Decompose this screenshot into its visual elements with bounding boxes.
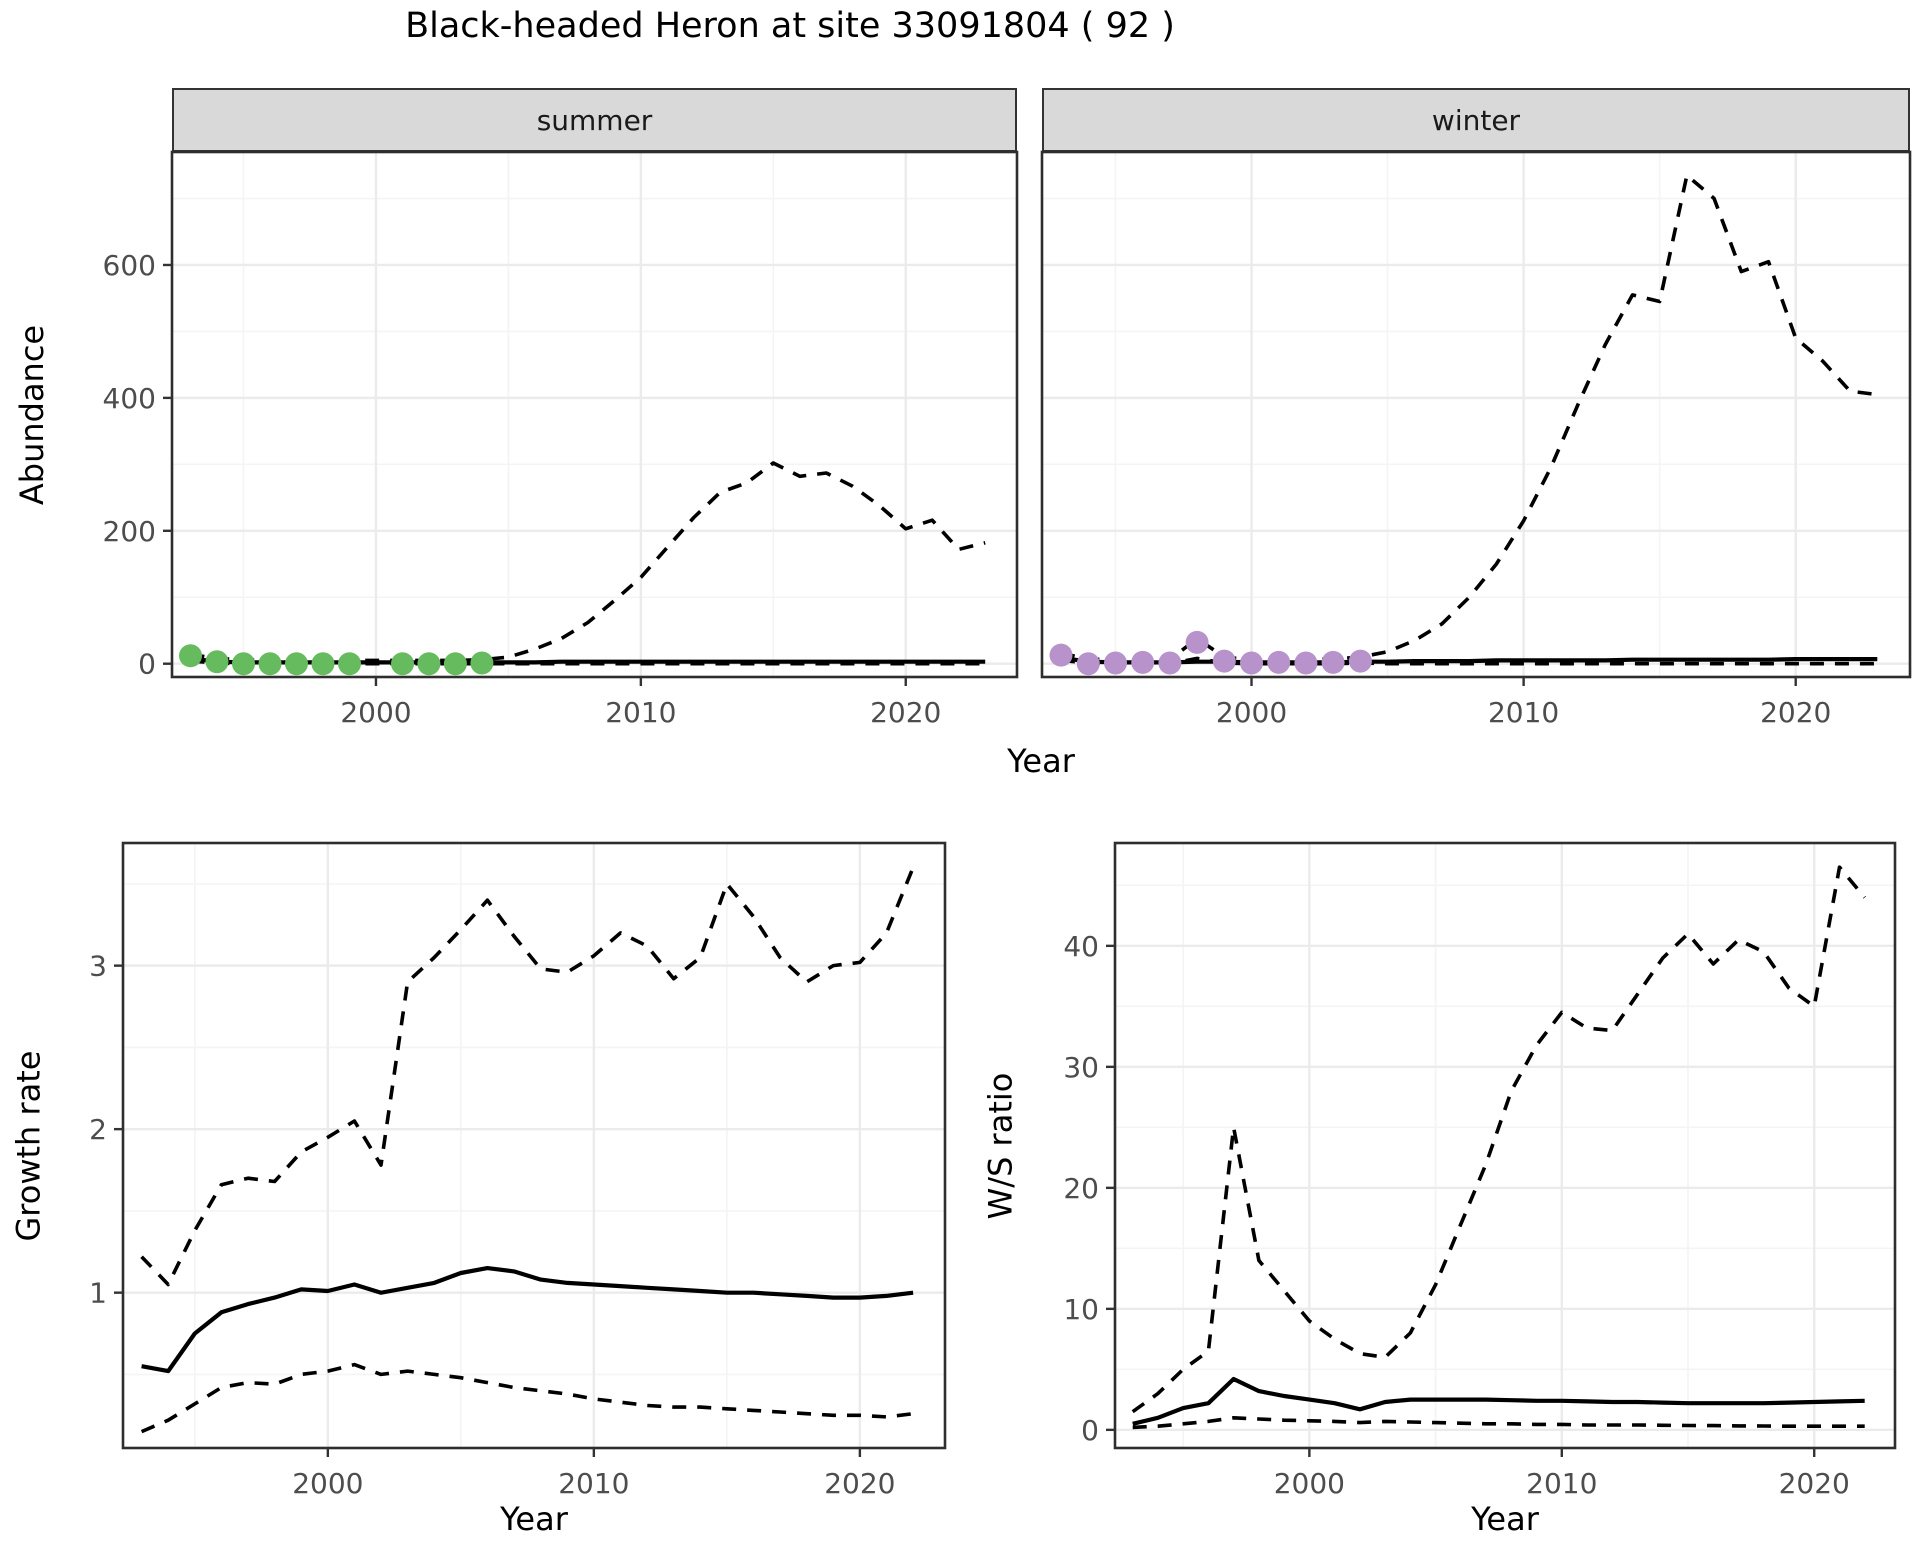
data-point — [417, 652, 441, 676]
x-axis-title-year-bottom-left: Year — [500, 1500, 568, 1538]
y-tick-label: 30 — [1063, 1051, 1099, 1084]
y-tick-label: 600 — [103, 249, 156, 282]
series-median — [141, 1266, 914, 1374]
x-axis-title-year-bottom-right: Year — [1471, 1500, 1539, 1538]
data-point — [1294, 651, 1318, 675]
data-point — [311, 652, 335, 676]
data-point — [338, 652, 361, 676]
data-point — [1267, 650, 1291, 674]
x-tick-label: 2020 — [824, 1467, 895, 1500]
series-fitted_median — [1060, 655, 1878, 665]
facet-strip-label: summer — [536, 103, 653, 137]
data-point — [1049, 643, 1073, 667]
series-lower_ci — [1060, 656, 1878, 666]
data-point — [1185, 630, 1209, 654]
panel-border — [170, 150, 1019, 679]
panel-background — [1115, 843, 1895, 1448]
data-point — [205, 650, 229, 674]
x-tick-label: 2010 — [558, 1467, 629, 1500]
y-tick-label: 200 — [103, 515, 156, 548]
x-tick-label: 2000 — [340, 696, 411, 729]
x-tick-label: 2020 — [1779, 1467, 1850, 1500]
panel-background — [172, 152, 1017, 677]
panel-abundance_winter: 2000 2010 2020 — [1040, 150, 1912, 729]
x-tick-label: 2010 — [605, 696, 676, 729]
plot-title: Black-headed Heron at site 33091804 ( 92… — [405, 6, 1175, 46]
x-tick-label: 2000 — [1274, 1467, 1345, 1500]
series-upper_ci — [1131, 865, 1867, 1414]
series-lower_ci — [1132, 1416, 1865, 1430]
panel-background — [1042, 152, 1910, 677]
panel-border — [121, 841, 947, 1450]
x-axis-title-year-top: Year — [1007, 742, 1075, 780]
x-tick-label: 2010 — [1526, 1467, 1597, 1500]
panel-border — [1113, 841, 1897, 1450]
facet-strip-winter: winter — [1042, 88, 1910, 152]
series-upper_ci — [140, 866, 915, 1287]
data-point — [443, 652, 467, 676]
series-median — [1132, 1376, 1865, 1426]
panel-abundance_summer: 2000 2010 2020 0 200 400 600 — [103, 150, 1019, 729]
y-tick-label: 3 — [89, 950, 107, 983]
data-point — [391, 652, 414, 676]
y-axis-title-abundance: Abundance — [13, 324, 51, 505]
y-axis-title-ws-ratio: W/S ratio — [981, 1072, 1019, 1219]
y-tick-label: 20 — [1063, 1172, 1099, 1205]
x-tick-label: 2020 — [1760, 696, 1831, 729]
y-axis-title-growth-rate: Growth rate — [9, 1050, 47, 1241]
y-tick-label: 400 — [103, 382, 156, 415]
facet-strip-summer: summer — [172, 88, 1017, 152]
y-tick-label: 0 — [138, 648, 156, 681]
y-tick-label: 1 — [89, 1277, 107, 1310]
facet-strip-label: winter — [1431, 103, 1521, 137]
y-tick-label: 0 — [1081, 1414, 1099, 1447]
data-point — [1240, 651, 1263, 675]
panel-background — [123, 843, 945, 1448]
panel-border — [1040, 150, 1912, 679]
data-point — [1321, 650, 1345, 674]
x-tick-label: 2000 — [292, 1467, 363, 1500]
series-upper_ci — [1060, 173, 1878, 662]
y-tick-label: 40 — [1063, 930, 1099, 963]
data-point — [1212, 649, 1236, 673]
panel-ws_ratio: 2000 2010 2020 0 10 20 30 40 — [1063, 841, 1897, 1500]
data-point — [1104, 651, 1127, 675]
data-point — [1076, 652, 1100, 676]
data-point — [285, 652, 308, 676]
data-point — [1131, 650, 1155, 674]
series-lower_ci — [140, 1362, 914, 1434]
data-point — [179, 644, 202, 668]
data-point — [232, 652, 255, 676]
data-point — [1348, 649, 1372, 673]
x-tick-label: 2000 — [1216, 696, 1287, 729]
y-tick-label: 2 — [89, 1113, 107, 1146]
x-tick-label: 2020 — [870, 696, 941, 729]
data-point — [1158, 651, 1182, 675]
x-tick-label: 2010 — [1488, 696, 1559, 729]
data-point — [258, 652, 282, 676]
y-tick-label: 10 — [1063, 1293, 1099, 1326]
data-point — [470, 651, 494, 675]
panel-growth_rate: 2000 2010 2020 1 2 3 — [89, 841, 947, 1500]
